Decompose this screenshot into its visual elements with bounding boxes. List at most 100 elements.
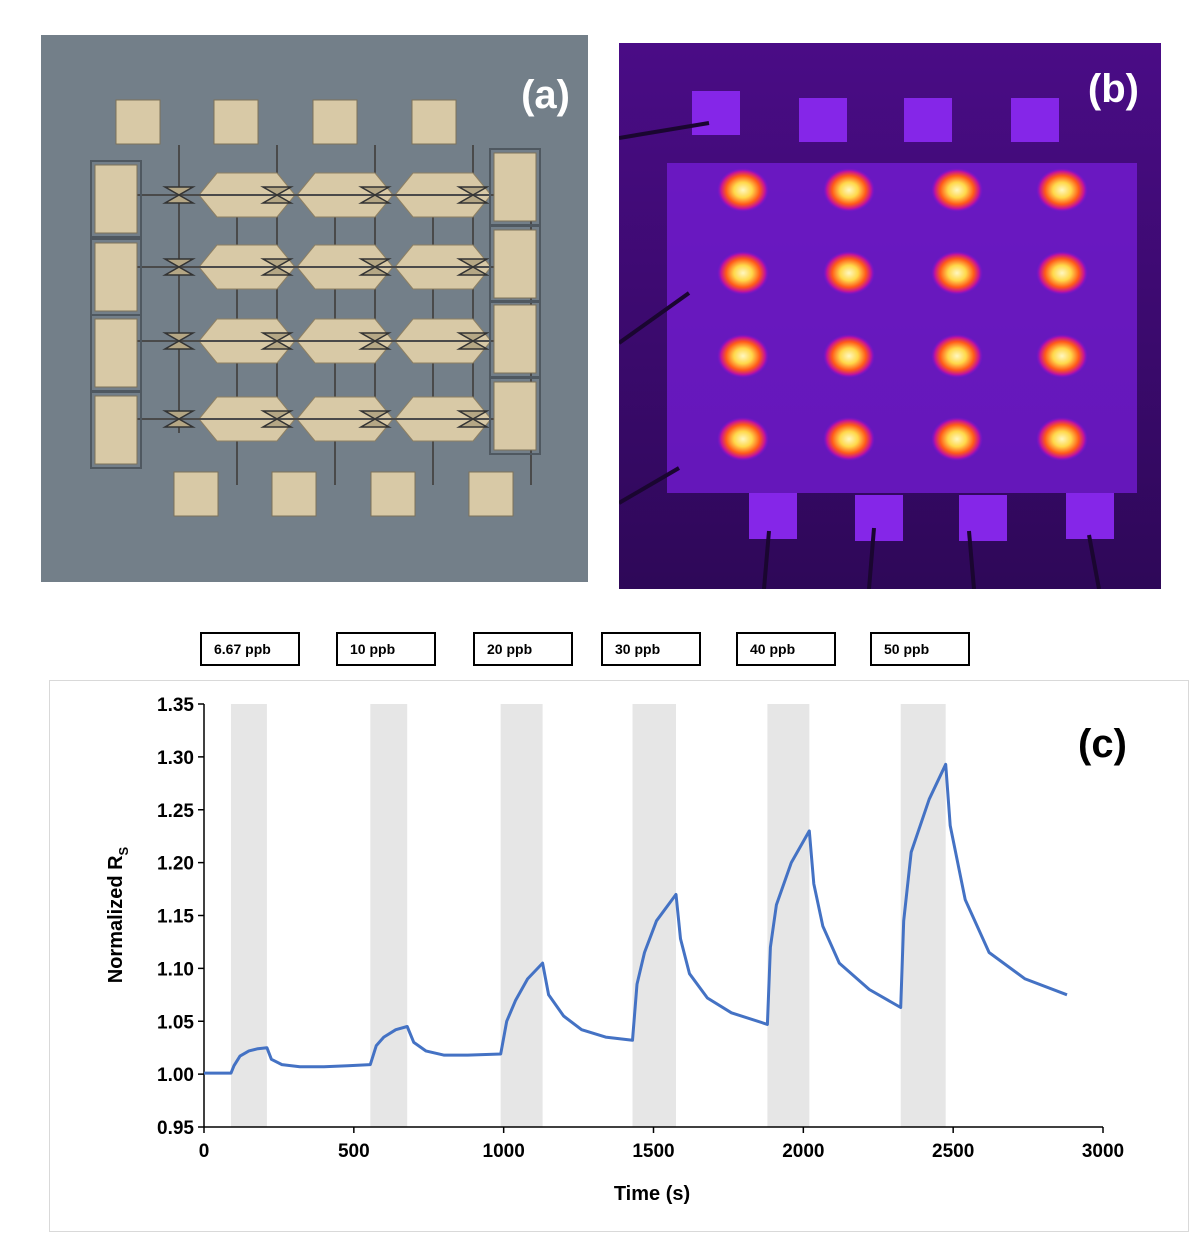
contact-pad: [173, 471, 219, 517]
sensor-element: [358, 332, 392, 350]
sensor-element: [260, 410, 294, 428]
pad-outline: [90, 160, 142, 238]
x-tick-label: 1500: [632, 1141, 674, 1162]
sensor-element: [260, 258, 294, 276]
x-tick-label: 2000: [782, 1141, 824, 1162]
concentration-box: 30 ppb: [601, 632, 701, 666]
hot-spot: [931, 251, 983, 295]
sensor-element: [456, 332, 490, 350]
concentration-box: 6.67 ppb: [200, 632, 300, 666]
contact-pad: [799, 98, 847, 142]
sensor-element: [162, 332, 196, 350]
panel-label-c: (c): [1078, 722, 1127, 766]
x-tick-label: 3000: [1082, 1141, 1124, 1162]
exposure-band: [632, 704, 676, 1127]
contact-pad: [1066, 493, 1114, 539]
hot-spot: [1036, 251, 1088, 295]
exposure-band: [900, 704, 946, 1127]
probe-needle: [619, 466, 681, 505]
concentration-box: 40 ppb: [736, 632, 836, 666]
contact-pad: [959, 495, 1007, 541]
thermal-image-panel: (b): [619, 43, 1161, 589]
hot-spot: [1036, 417, 1088, 461]
hot-spot: [823, 334, 875, 378]
contact-pad: [1011, 98, 1059, 142]
probe-needle: [619, 121, 710, 140]
contact-pad: [855, 495, 903, 541]
contact-pad: [468, 471, 514, 517]
device-layout-drawing: [90, 99, 541, 517]
x-tick-label: 0: [199, 1141, 210, 1162]
y-tick-label: 1.05: [157, 1012, 194, 1033]
hot-spot: [823, 417, 875, 461]
hot-spot: [717, 168, 769, 212]
contact-pad: [749, 493, 797, 539]
sensor-element: [456, 258, 490, 276]
sensor-element: [162, 186, 196, 204]
contact-pad: [493, 152, 537, 222]
hot-spot: [823, 251, 875, 295]
sensor-element: [456, 410, 490, 428]
y-tick-label: 1.20: [157, 854, 194, 875]
thermal-image-drawing: [619, 43, 1161, 589]
y-axis-title: Normalized RS: [105, 846, 131, 983]
contact-pad: [94, 242, 138, 312]
contact-pad: [692, 91, 740, 135]
contact-pad: [115, 99, 161, 145]
contact-pad: [411, 99, 457, 145]
y-tick-label: 1.15: [157, 907, 194, 928]
y-tick-label: 1.30: [157, 748, 194, 769]
hot-spot: [931, 168, 983, 212]
contact-pad: [94, 395, 138, 465]
hot-spot: [823, 168, 875, 212]
y-tick-label: 1.35: [157, 695, 194, 716]
probe-needle: [1087, 534, 1101, 589]
y-tick-label: 1.10: [157, 959, 194, 980]
contact-pad: [312, 99, 358, 145]
contact-pad: [493, 381, 537, 451]
probe-needle: [867, 527, 876, 589]
sensor-element: [260, 332, 294, 350]
y-tick-label: 1.25: [157, 801, 194, 822]
hot-spot: [1036, 168, 1088, 212]
x-tick-label: 2500: [932, 1141, 974, 1162]
pad-outline: [90, 391, 142, 469]
exposure-band: [370, 704, 408, 1127]
exposure-band: [230, 704, 267, 1127]
contact-pad: [493, 304, 537, 374]
hot-spot: [1036, 334, 1088, 378]
sensor-element: [456, 186, 490, 204]
contact-pad: [493, 229, 537, 299]
sensor-element: [162, 258, 196, 276]
contact-pad: [94, 318, 138, 388]
concentration-box: 20 ppb: [473, 632, 573, 666]
hot-spot: [717, 334, 769, 378]
sensor-element: [358, 186, 392, 204]
concentration-box: 50 ppb: [870, 632, 970, 666]
hot-spot: [717, 251, 769, 295]
panel-label-b: (b): [1087, 67, 1139, 111]
x-tick-label: 500: [338, 1141, 370, 1162]
probe-needle: [619, 291, 691, 345]
panel-label-a: (a): [521, 73, 570, 117]
sensor-element: [358, 410, 392, 428]
hot-spot: [717, 417, 769, 461]
contact-pad: [94, 164, 138, 234]
exposure-band: [500, 704, 543, 1127]
pad-outline: [489, 377, 541, 455]
contact-pad: [370, 471, 416, 517]
contact-pad: [213, 99, 259, 145]
series-line: [204, 762, 1068, 1075]
probe-needle: [967, 530, 976, 589]
contact-pad: [904, 98, 952, 142]
x-tick-label: 1000: [483, 1141, 525, 1162]
hot-spot: [931, 334, 983, 378]
contact-pad: [271, 471, 317, 517]
x-axis-title: Time (s): [614, 1183, 690, 1205]
hot-spot: [931, 417, 983, 461]
sensor-element: [358, 258, 392, 276]
concentration-box: 10 ppb: [336, 632, 436, 666]
probe-needle: [762, 530, 771, 589]
y-tick-label: 1.00: [157, 1065, 194, 1086]
